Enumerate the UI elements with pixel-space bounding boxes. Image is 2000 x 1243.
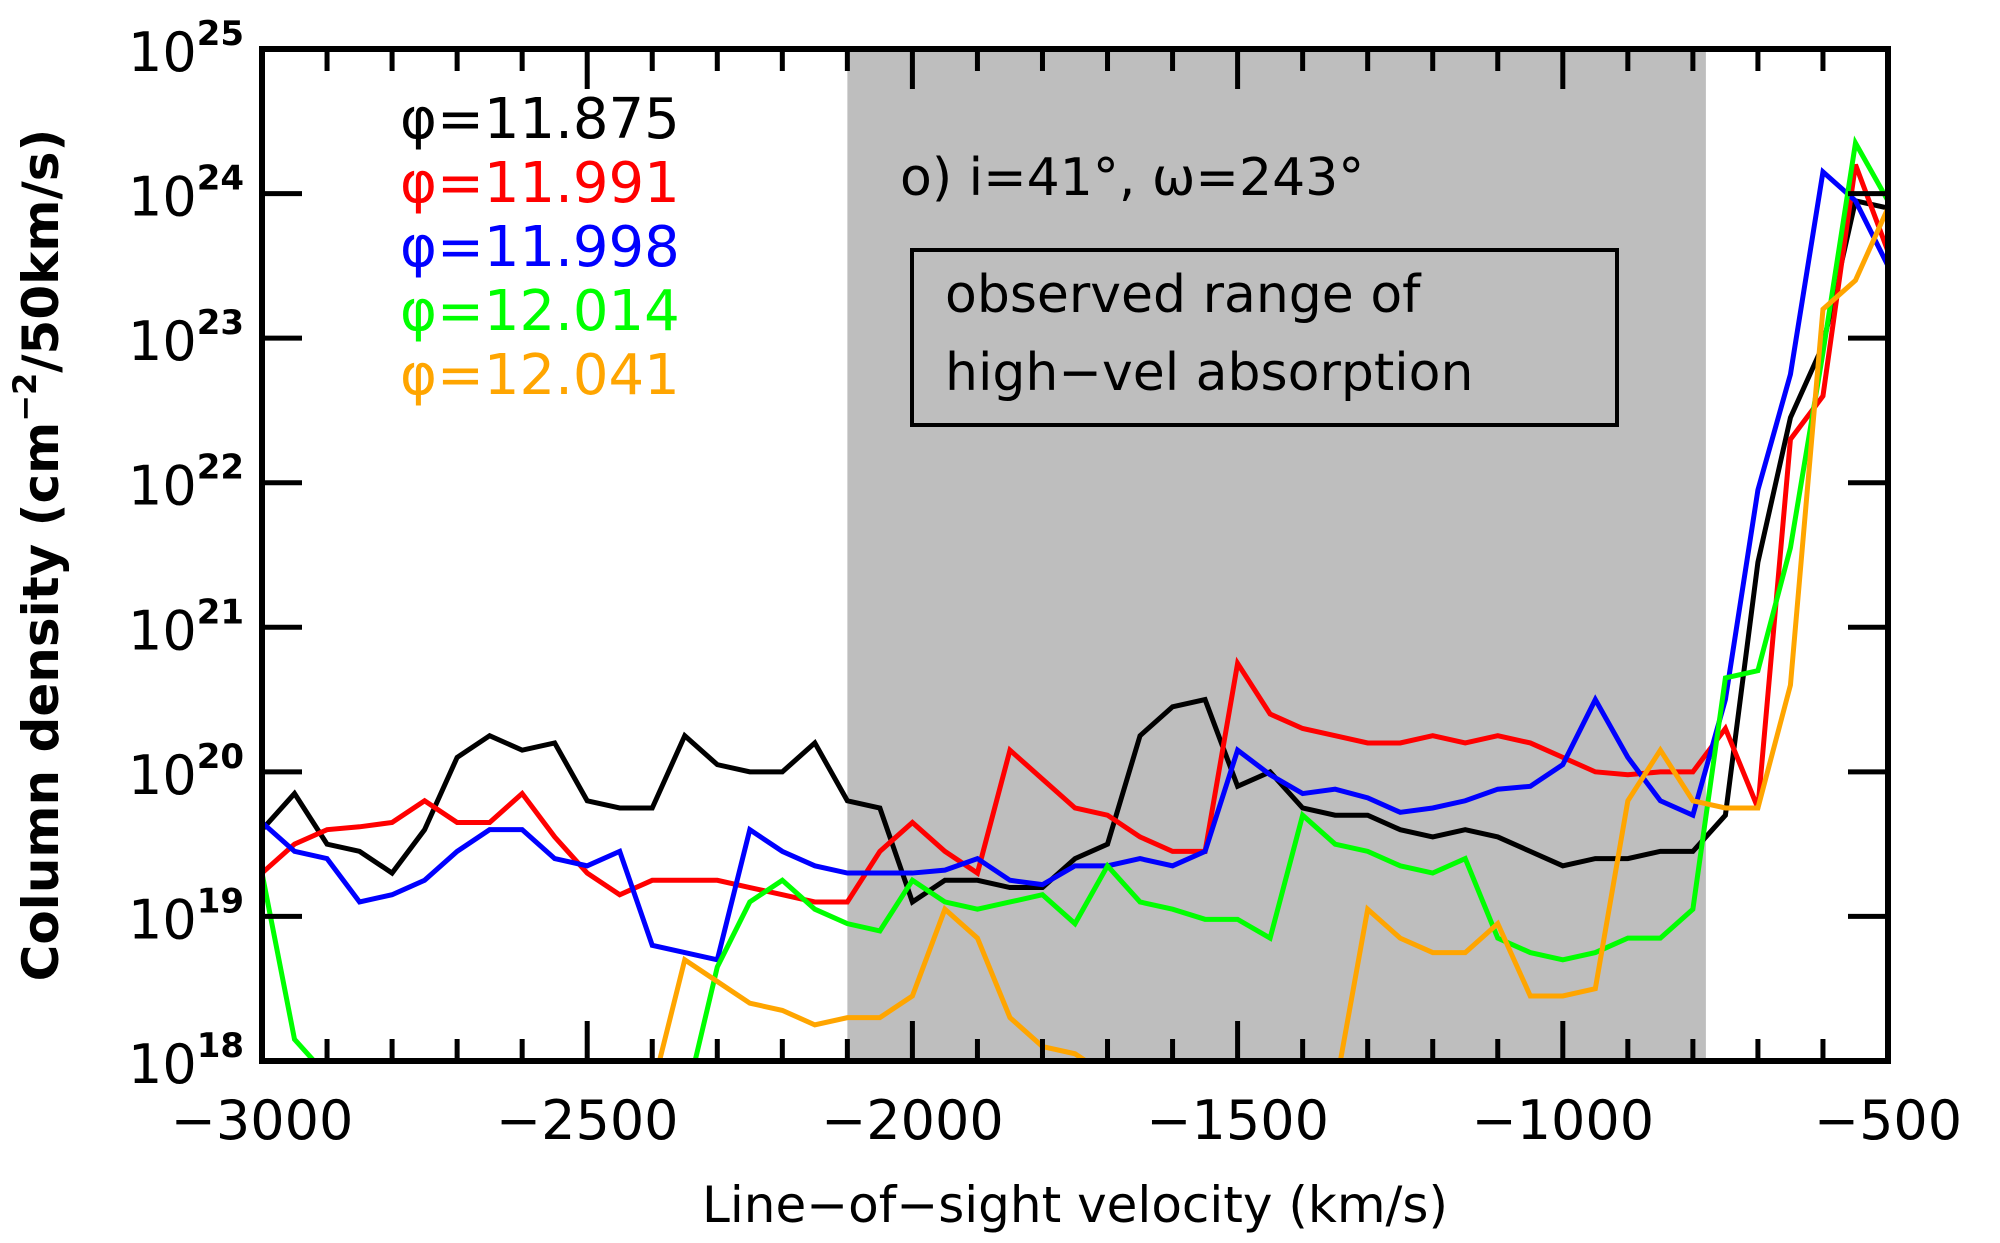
y-tick-label: 1021 <box>128 592 244 662</box>
y-axis-title: Column density (cm−2/50km/s) <box>6 129 70 982</box>
annotation-box-line1: observed range of <box>945 265 1422 325</box>
series-line-3 <box>692 135 1888 1061</box>
x-tick-label: −1000 <box>1471 1089 1654 1152</box>
x-axis-title: Line−of−sight velocity (km/s) <box>702 1176 1448 1234</box>
x-tick-label: −3000 <box>171 1089 354 1152</box>
x-tick-label: −2000 <box>821 1089 1004 1152</box>
series-layer <box>262 135 1888 1061</box>
annotation-box <box>910 248 1619 427</box>
y-tick-label: 1020 <box>128 737 244 807</box>
x-tick-label: −2500 <box>496 1089 679 1152</box>
y-axis-title-tail: /50km/s) <box>12 129 70 373</box>
series-line-4 <box>1337 207 1888 1061</box>
legend-item: φ=11.998 <box>400 215 680 280</box>
panel-annotation: o) i=41°, ω=243° <box>900 148 1364 208</box>
y-axis-title-main: Column density (cm <box>12 422 70 982</box>
legend-item: φ=12.041 <box>400 343 680 408</box>
x-tick-label: −1500 <box>1146 1089 1329 1152</box>
y-tick-label: 1022 <box>128 448 244 518</box>
x-tick-label: −500 <box>1814 1089 1962 1152</box>
series-line-1 <box>262 163 1888 905</box>
series-line-3 <box>262 872 318 1061</box>
y-tick-label: 1025 <box>128 14 244 84</box>
series-line-4 <box>656 904 1091 1061</box>
y-tick-label: 1023 <box>128 303 244 373</box>
y-tick-label: 1018 <box>128 1026 244 1096</box>
series-line-2 <box>262 166 1888 963</box>
y-tick-label: 1019 <box>128 881 244 951</box>
legend-item: φ=12.014 <box>400 279 680 344</box>
y-axis-title-sup: −2 <box>6 373 44 422</box>
axes: −3000 −2500 −2000 −1500 −1000 −500 1018 1019 102… <box>128 14 1962 1152</box>
legend-item: φ=11.991 <box>400 151 680 216</box>
y-tick-label: 1024 <box>128 159 244 229</box>
annotation-box-line2: high−vel absorption <box>945 343 1473 403</box>
observed-range-shading <box>847 49 1706 1061</box>
plot-frame <box>259 46 1891 1064</box>
legend-item: φ=11.875 <box>400 87 680 152</box>
